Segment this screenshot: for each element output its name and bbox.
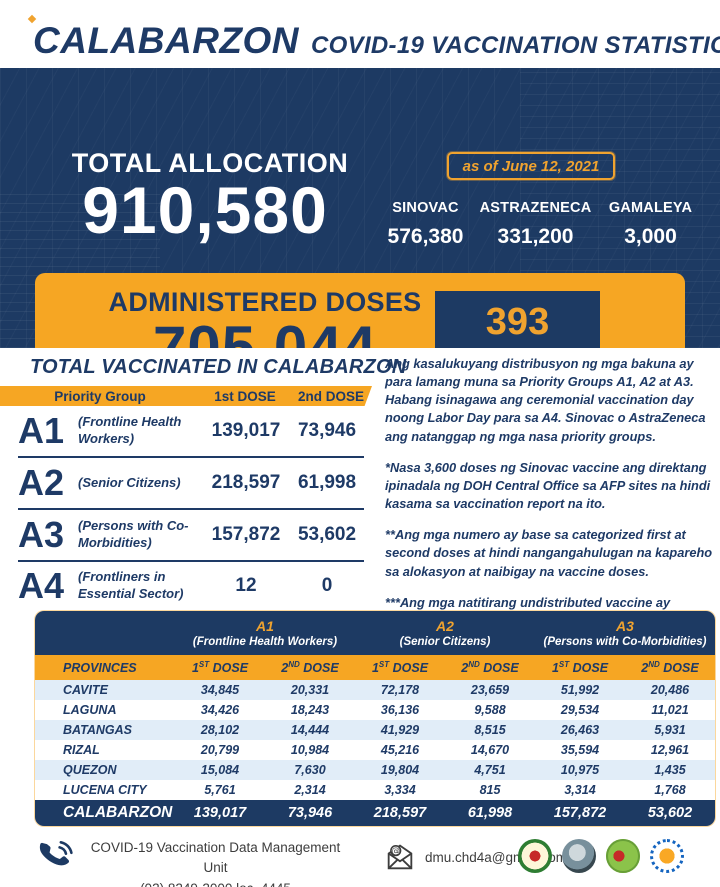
column-header-dose2: 2ND DOSE	[461, 659, 519, 676]
email-icon: @	[383, 840, 417, 879]
calabarzon-seal-logo-icon	[562, 839, 596, 873]
table-row-quezon: QUEZON 15,084 7,630 19,804 4,751 10,975 …	[35, 760, 715, 780]
column-header-dose2: 2ND DOSE	[641, 659, 699, 676]
column-header-2nd-dose: 2nd DOSE	[297, 388, 364, 404]
column-header-dose1: 1ST DOSE	[191, 659, 249, 676]
dose2-value: 53,602	[297, 524, 357, 545]
priority-description: (Senior Citizens)	[78, 474, 181, 490]
administered-doses-panel: ADMINISTERED DOSES 705,044 393 Vaccinati…	[35, 273, 685, 348]
vaccine-brand-astrazeneca: ASTRAZENECA 331,200	[473, 200, 598, 249]
hero-section: TOTAL ALLOCATION 910,580 as of June 12, …	[0, 68, 720, 348]
group-header-a3: A3 (Persons with Co-Morbidities)	[535, 618, 715, 648]
table-row-cavite: CAVITE 34,845 20,331 72,178 23,659 51,99…	[35, 680, 715, 700]
group-description: (Senior Citizens)	[399, 636, 491, 648]
vaccine-brand-gamaleya: GAMALEYA 3,000	[598, 200, 703, 249]
column-header-1st-dose: 1st DOSE	[214, 388, 276, 404]
vaccinated-section-heading: TOTAL VACCINATED IN CALABARZON	[30, 356, 407, 378]
note-paragraph: Ang kasalukuyang distribusyon ng mga bak…	[385, 356, 706, 444]
contact-org: COVID-19 Vaccination Data Management Uni…	[90, 840, 341, 876]
total-allocation-value: 910,580	[82, 173, 328, 247]
note-paragraph: **Ang mga numero ay base sa categorized …	[385, 527, 713, 579]
column-header-dose1: 1ST DOSE	[551, 659, 609, 676]
priority-code: A1	[18, 410, 65, 451]
group-code: A1	[256, 618, 274, 634]
vaccine-allocation: 331,200	[497, 225, 574, 248]
title-subject: COVID-19 VACCINATION STATISTICS	[311, 32, 720, 59]
dose1-value: 157,872	[211, 524, 281, 545]
dose1-value: 12	[235, 575, 257, 596]
as-of-date-badge: as of June 12, 2021	[447, 152, 615, 180]
group-header-a1: A1 (Frontline Health Workers)	[175, 618, 355, 648]
vaccination-sites-count: 393	[485, 300, 550, 343]
dose1-value: 218,597	[211, 472, 281, 493]
group-description: (Frontline Health Workers)	[192, 636, 338, 648]
as-of-date-text: as of June 12, 2021	[462, 157, 600, 175]
priority-code: A2	[18, 462, 65, 503]
group-code: A2	[436, 618, 454, 634]
table-row-a4: A4 (Frontliners in Essential Sector) 12 …	[18, 562, 364, 610]
t-calabarzon-logo-icon	[650, 839, 684, 873]
doh-seal-logo-icon	[518, 839, 552, 873]
table-row-lucena-city: LUCENA CITY 5,761 2,314 3,334 815 3,314 …	[63, 783, 686, 797]
vaccine-allocation: 3,000	[624, 225, 677, 248]
priority-code: A4	[18, 565, 65, 606]
resbakuna-logo-icon	[606, 839, 640, 873]
vaccine-name: ASTRAZENECA	[479, 200, 592, 216]
svg-text:@: @	[392, 847, 401, 857]
contact-phone: (02) 8249-2000 loc. 4445	[88, 879, 343, 887]
column-header-priority-group: Priority Group	[54, 388, 146, 404]
table-row-laguna: LAGUNA 34,426 18,243 36,136 9,588 29,534…	[63, 703, 689, 717]
table-row-a3: A3 (Persons with Co-Morbidities) 157,872…	[18, 510, 364, 562]
province-table-subheader: PROVINCES 1ST DOSE 2ND DOSE 1ST DOSE 2ND…	[35, 655, 715, 680]
priority-code: A3	[18, 514, 65, 555]
table-row-a1: A1 (Frontline Health Workers) 139,017 73…	[18, 406, 364, 458]
province-table-group-header: A1 (Frontline Health Workers) A2 (Senior…	[35, 611, 715, 655]
priority-description: (Persons with Co-Morbidities)	[78, 518, 189, 550]
column-header-dose2: 2ND DOSE	[281, 659, 339, 676]
vaccine-name: SINOVAC	[392, 200, 459, 216]
vaccine-brand-breakdown: SINOVAC 576,380 ASTRAZENECA 331,200 GAMA…	[378, 200, 703, 249]
province-breakdown-table: A1 (Frontline Health Workers) A2 (Senior…	[35, 611, 715, 826]
note-paragraph: *Nasa 3,600 doses ng Sinovac vaccine ang…	[385, 459, 711, 512]
total-allocation-label: TOTAL ALLOCATION	[71, 148, 349, 178]
priority-description: (Frontline Health Workers)	[78, 414, 182, 446]
table-row-calabarzon-total: CALABARZON 139,017 73,946 218,597 61,998…	[35, 800, 715, 826]
table-row-rizal: RIZAL 20,799 10,984 45,216 14,670 35,594…	[63, 743, 690, 757]
group-code: A3	[616, 618, 634, 634]
vaccine-name: GAMALEYA	[608, 200, 693, 216]
priority-group-table: Priority Group 1st DOSE 2nd DOSE A1 (Fro…	[0, 386, 372, 610]
dose1-value: 139,017	[211, 420, 281, 441]
priority-group-table-header: Priority Group 1st DOSE 2nd DOSE	[0, 386, 372, 406]
vaccine-allocation: 576,380	[387, 225, 464, 248]
agency-logos	[518, 839, 684, 873]
phone-icon	[36, 836, 78, 883]
title-band: CALABARZON COVID-19 VACCINATION STATISTI…	[0, 0, 720, 68]
group-header-a2: A2 (Senior Citizens)	[355, 618, 535, 648]
table-row-a2: A2 (Senior Citizens) 218,597 61,998	[18, 458, 364, 510]
administered-doses-value: 705,044	[153, 314, 377, 348]
column-header-dose1: 1ST DOSE	[371, 659, 429, 676]
table-row-batangas: BATANGAS 28,102 14,444 41,929 8,515 26,4…	[35, 720, 715, 740]
page-title: CALABARZON COVID-19 VACCINATION STATISTI…	[33, 20, 720, 62]
vaccination-sites-badge: 393	[435, 291, 600, 348]
dose2-value: 73,946	[297, 420, 357, 441]
group-description: (Persons with Co-Morbidities)	[543, 636, 707, 648]
column-header-provinces: PROVINCES	[63, 660, 137, 675]
contact-block: COVID-19 Vaccination Data Management Uni…	[88, 838, 343, 887]
dose2-value: 61,998	[297, 472, 357, 493]
priority-description: (Frontliners in Essential Sector)	[78, 569, 184, 601]
dose2-value: 0	[321, 575, 333, 596]
footer: COVID-19 Vaccination Data Management Uni…	[0, 832, 720, 887]
title-region: CALABARZON	[33, 20, 300, 61]
vaccine-brand-sinovac: SINOVAC 576,380	[378, 200, 473, 249]
administered-doses-label: ADMINISTERED DOSES	[108, 287, 422, 317]
